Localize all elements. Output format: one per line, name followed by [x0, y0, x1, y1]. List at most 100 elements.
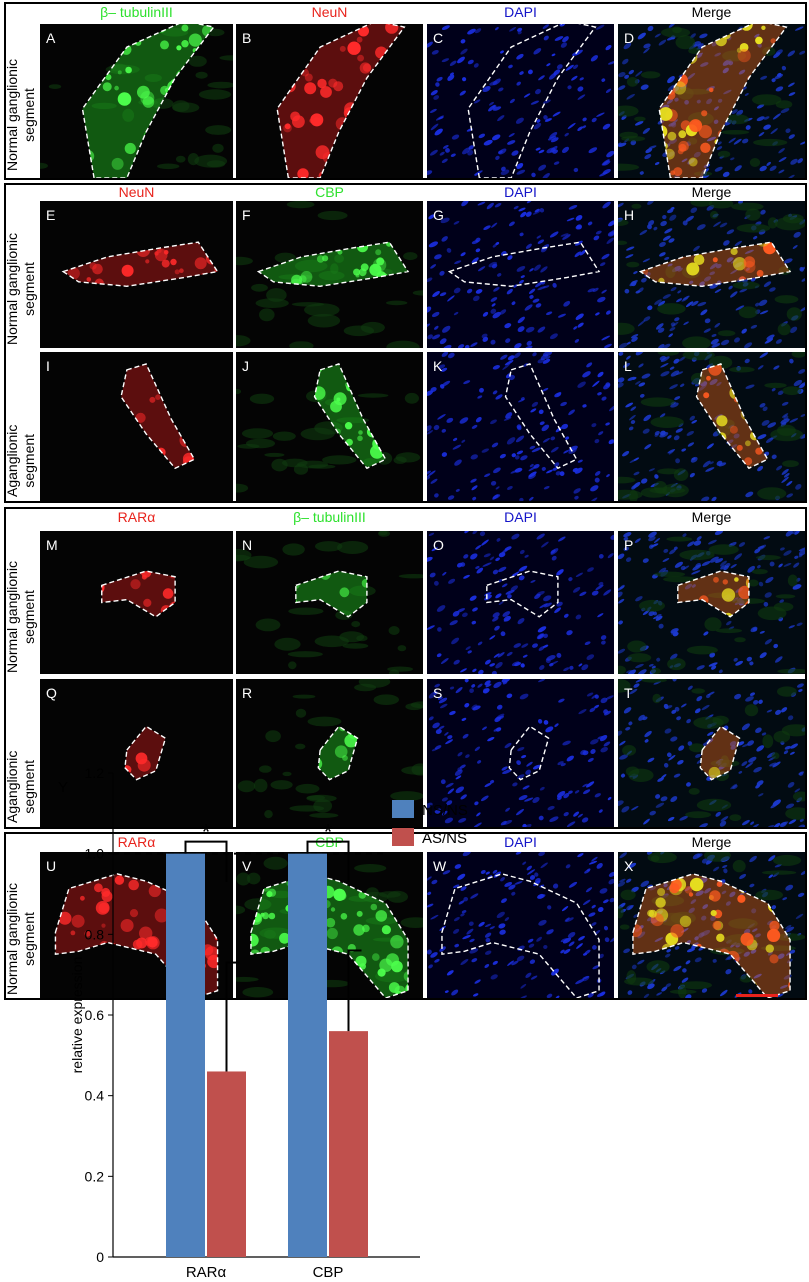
- panel-R: R: [236, 679, 423, 827]
- panel-R-region-outline: [317, 725, 359, 781]
- panel-V: V: [236, 852, 423, 998]
- panel-letter: Q: [46, 685, 57, 701]
- panel-letter: F: [242, 207, 251, 223]
- panel-B: B: [236, 24, 423, 178]
- panel-U-region-outline: [54, 873, 219, 998]
- block2-row-label-0: Normal ganglionic segment: [4, 232, 38, 344]
- panel-Q: Q: [40, 679, 233, 827]
- panel-E: E: [40, 201, 233, 348]
- panel-B-image: [236, 24, 423, 178]
- x-category-label: RARα: [186, 1264, 227, 1281]
- panel-X-region-outline: [632, 873, 791, 998]
- scale-bar: [736, 994, 778, 997]
- panel-Q-image: [40, 679, 233, 827]
- panel-B-region-outline: [276, 24, 406, 178]
- panel-D: D: [618, 24, 805, 178]
- row-label-line1: Aganglionic: [4, 424, 20, 497]
- panel-letter: O: [433, 537, 444, 553]
- panel-I: I: [40, 352, 233, 501]
- panel-F-image: [236, 201, 423, 348]
- block1-header-3: Merge: [691, 4, 732, 20]
- panel-K-image: [427, 352, 614, 501]
- row-label-line1: Normal ganglionic: [4, 58, 20, 171]
- bar-AS/NS-0: [207, 1071, 246, 1257]
- panel-C-region-outline: [467, 24, 597, 178]
- panel-letter: V: [242, 858, 252, 874]
- block4-header-0: RARα: [117, 834, 156, 850]
- row-label-line2: segment: [21, 589, 37, 644]
- panel-letter: P: [624, 537, 634, 553]
- panel-X: X: [618, 852, 805, 998]
- y-tick-label: 0.8: [85, 926, 105, 942]
- panel-J: J: [236, 352, 423, 501]
- panel-A: A: [40, 24, 233, 178]
- panel-letter: M: [46, 537, 58, 553]
- block4-header-3: Merge: [691, 834, 732, 850]
- panel-letter: C: [433, 30, 444, 46]
- row-label-line1: Normal ganglionic: [4, 232, 20, 345]
- panel-letter: S: [433, 685, 443, 701]
- legend-swatch: [392, 828, 414, 846]
- y-tick-label: 0: [96, 1249, 104, 1265]
- panel-letter: E: [46, 207, 56, 223]
- panel-L-region-outline: [695, 363, 769, 470]
- panel-S: S: [427, 679, 614, 827]
- block3-header-3: Merge: [691, 509, 732, 525]
- panel-F-region-outline: [256, 241, 410, 287]
- panel-C: C: [427, 24, 614, 178]
- panel-D-image: [618, 24, 805, 178]
- significance-bracket: [306, 840, 350, 882]
- panel-letter-Y: Y: [58, 779, 68, 796]
- panel-P: P: [618, 531, 805, 674]
- block2-row-label-1: Aganglionic segment: [4, 424, 38, 496]
- panel-P-region-outline: [677, 570, 750, 618]
- y-tick-label: 0.2: [85, 1168, 105, 1184]
- row-label-line2: segment: [21, 433, 37, 488]
- row-label-line1: Normal ganglionic: [4, 560, 20, 673]
- panel-P-image: [618, 531, 805, 674]
- block1-header-1: NeuN: [311, 4, 348, 20]
- legend-swatch: [392, 800, 414, 818]
- panel-N: N: [236, 531, 423, 674]
- x-category-label: CBP: [313, 1264, 344, 1281]
- panel-H: H: [618, 201, 805, 348]
- row-label-line2: segment: [21, 88, 37, 142]
- panel-J-image: [236, 352, 423, 501]
- panel-T-region-outline: [699, 725, 741, 781]
- panel-N-image: [236, 531, 423, 674]
- panel-K: K: [427, 352, 614, 501]
- row-separator: [40, 676, 805, 678]
- bar-NS/NS-1: [288, 853, 327, 1257]
- panel-L: L: [618, 352, 805, 501]
- significance-bracket: [184, 840, 228, 882]
- block2-header-1: CBP: [315, 184, 344, 200]
- panel-letter: K: [433, 358, 443, 374]
- panel-C-image: [427, 24, 614, 178]
- panel-X-image: [618, 852, 805, 998]
- panel-letter: B: [242, 30, 252, 46]
- row-label-line2: segment: [21, 261, 37, 316]
- panel-I-image: [40, 352, 233, 501]
- panel-O-region-outline: [486, 570, 559, 618]
- panel-M: M: [40, 531, 233, 674]
- block3-header-2: DAPI: [504, 509, 537, 525]
- panel-S-region-outline: [508, 725, 550, 781]
- panel-F: F: [236, 201, 423, 348]
- panel-M-region-outline: [101, 570, 176, 618]
- panel-V-image: [236, 852, 423, 998]
- panel-H-image: [618, 201, 805, 348]
- panel-G: G: [427, 201, 614, 348]
- panel-G-region-outline: [447, 241, 601, 287]
- panel-letter: R: [242, 685, 253, 701]
- panel-G-image: [427, 201, 614, 348]
- legend-label: NS/NS: [422, 802, 468, 819]
- block4-header-2: DAPI: [504, 834, 537, 850]
- panel-letter: N: [242, 537, 253, 553]
- panel-I-region-outline: [120, 363, 196, 470]
- block1-header-2: DAPI: [504, 4, 537, 20]
- panel-letter: X: [624, 858, 634, 874]
- significance-star: *: [324, 820, 333, 845]
- panel-T: T: [618, 679, 805, 827]
- block3-row-label-0: Normal ganglionic segment: [4, 560, 38, 672]
- block2-header-2: DAPI: [504, 184, 537, 200]
